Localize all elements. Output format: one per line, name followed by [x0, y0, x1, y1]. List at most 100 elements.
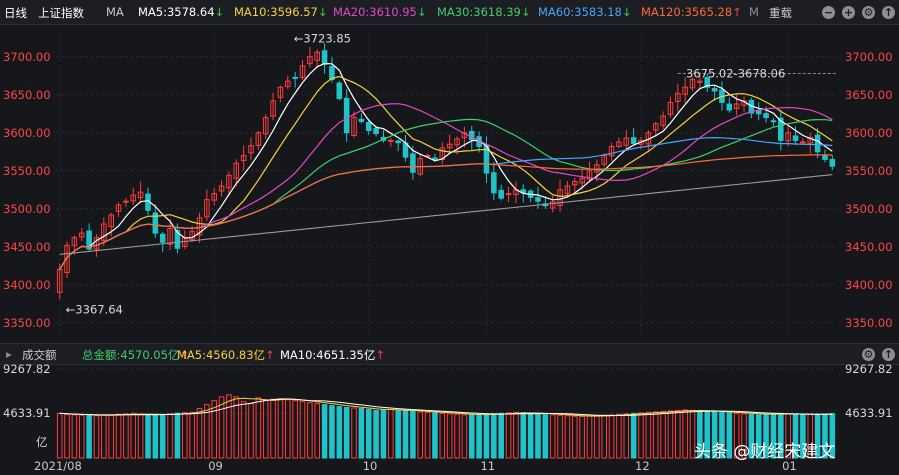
- volume-bar: [601, 414, 607, 459]
- ma5-line: [59, 62, 833, 270]
- volume-bar: [292, 400, 298, 459]
- volume-bar: [380, 409, 387, 459]
- gear-icon[interactable]: ⚙: [862, 348, 875, 361]
- volume-bar: [645, 411, 652, 459]
- volume-bar: [64, 413, 70, 459]
- volume-bar: [174, 412, 181, 459]
- up-arrow-icon[interactable]: ↑: [882, 6, 895, 19]
- candle: [299, 65, 306, 78]
- volume-bar: [652, 411, 659, 459]
- ma5-value: MA5:3578.64↓: [138, 5, 225, 19]
- volume-bar: [351, 407, 357, 459]
- annotation-label: ←3367.64: [66, 302, 123, 316]
- x-tick-label: 11: [480, 459, 495, 473]
- volume-bar: [314, 403, 321, 459]
- volume-bar: [189, 411, 195, 459]
- candle: [800, 141, 806, 144]
- ma60-line: [59, 136, 833, 270]
- volume-tick-left: 4633.91: [3, 406, 51, 420]
- volume-bar: [491, 413, 497, 459]
- volume-bar: [262, 399, 269, 459]
- volume-bar: [682, 409, 688, 459]
- candle: [218, 185, 225, 192]
- volume-bar: [123, 413, 129, 459]
- annotation-label: ←3723.85: [294, 32, 351, 46]
- candle: [123, 200, 129, 203]
- volume-bar: [586, 415, 593, 459]
- candle: [270, 100, 276, 117]
- candle: [204, 199, 210, 218]
- volume-tick-right: 4633.91: [845, 406, 893, 420]
- volume-bar: [373, 409, 379, 459]
- gear-icon[interactable]: ⚙: [862, 6, 875, 19]
- candle: [454, 138, 460, 146]
- volume-bar: [137, 413, 144, 459]
- volume-bar: [454, 413, 460, 459]
- volume-bar: [255, 397, 262, 459]
- volume-toolbar: ▸ 成交额 总金额:4570.05亿↑ MA5:4560.83亿↑ MA10:4…: [0, 343, 899, 365]
- candle: [395, 140, 401, 144]
- price-tick-right: 3650.00: [845, 88, 893, 102]
- price-tick-right: 3400.00: [845, 278, 893, 292]
- volume-unit: 亿: [36, 435, 48, 449]
- ma20-value: MA20:3610.95↓: [333, 5, 427, 19]
- index-name[interactable]: 上证指数: [38, 6, 84, 20]
- volume-bar: [616, 413, 622, 459]
- volume-bar: [159, 413, 166, 459]
- volume-bar: [204, 404, 210, 459]
- volume-bar: [307, 402, 313, 459]
- volume-bar: [240, 401, 247, 459]
- candle: [535, 197, 541, 202]
- candle: [71, 237, 78, 246]
- volume-bar: [108, 414, 114, 459]
- reset-button[interactable]: 重载: [769, 6, 792, 20]
- volume-bar: [513, 411, 519, 459]
- minus-icon[interactable]: −: [822, 6, 835, 19]
- candle: [608, 145, 615, 157]
- plus-icon[interactable]: +: [842, 6, 855, 19]
- candle: [557, 189, 563, 207]
- candle: [770, 120, 777, 123]
- candle: [358, 118, 365, 122]
- candle: [630, 137, 637, 144]
- candle: [601, 155, 607, 165]
- candle: [594, 164, 600, 173]
- collapse-icon[interactable]: ▸: [6, 347, 12, 361]
- volume-bar: [417, 411, 424, 459]
- candle: [807, 136, 814, 144]
- volume-bar: [638, 412, 644, 459]
- annotation-label: 3675.02-3678.06: [686, 66, 785, 80]
- candle: [115, 204, 122, 212]
- candle: [711, 88, 718, 92]
- period-label[interactable]: 日线: [4, 6, 27, 20]
- volume-bar: [424, 411, 431, 459]
- volume-bar: [86, 414, 92, 459]
- volume-bar: [388, 408, 394, 459]
- volume-bar: [468, 414, 475, 459]
- price-tick-left: 3450.00: [3, 240, 51, 254]
- candle: [814, 134, 821, 153]
- ma-label[interactable]: MA: [106, 5, 124, 19]
- candle: [373, 127, 379, 135]
- volume-bar: [579, 415, 585, 459]
- price-tick-right: 3500.00: [845, 202, 893, 216]
- volume-label[interactable]: 成交额: [22, 348, 57, 362]
- candle: [167, 228, 173, 245]
- up-arrow-icon[interactable]: ↑: [882, 348, 895, 361]
- watermark: 头条 @财经宋建文: [694, 442, 836, 462]
- candle: [667, 101, 674, 115]
- volume-bar: [667, 410, 674, 459]
- candle: [78, 232, 85, 238]
- price-tick-left: 3400.00: [3, 278, 51, 292]
- candle: [152, 212, 159, 234]
- candle: [292, 76, 298, 79]
- volume-bar: [505, 412, 512, 459]
- candle: [336, 82, 343, 100]
- price-tick-left: 3500.00: [3, 202, 51, 216]
- candle: [240, 155, 247, 161]
- candle: [248, 145, 254, 154]
- candle: [638, 139, 644, 145]
- volume-bar: [145, 414, 151, 459]
- volume-bar: [329, 405, 335, 459]
- volume-bar: [395, 409, 401, 459]
